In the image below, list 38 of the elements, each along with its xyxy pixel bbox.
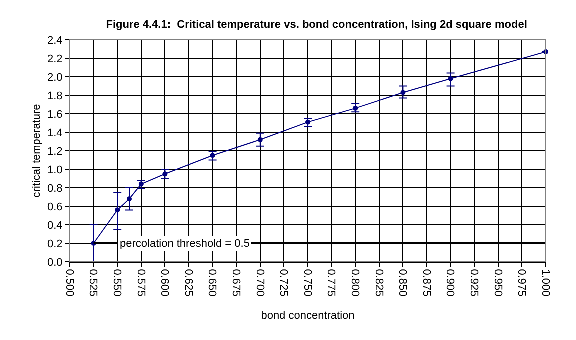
x-tick-label: 0.775 bbox=[325, 269, 338, 297]
y-tick-label: 2.4 bbox=[48, 34, 63, 47]
x-tick-label: 0.550 bbox=[111, 269, 124, 297]
x-tick-label: 0.500 bbox=[63, 269, 76, 297]
x-tick-label: 0.875 bbox=[420, 269, 432, 297]
y-tick-label: 1.2 bbox=[48, 146, 63, 158]
y-tick-label: 2.0 bbox=[48, 72, 63, 84]
x-tick-label: 0.525 bbox=[87, 269, 100, 297]
x-tick-label: 0.850 bbox=[396, 269, 409, 297]
x-tick-label: 0.800 bbox=[349, 269, 362, 297]
y-tick-label: 1.6 bbox=[48, 108, 63, 121]
annotation: percolation threshold = 0.5 bbox=[120, 238, 250, 250]
x-tick-label: 0.725 bbox=[278, 269, 290, 297]
x-tick-label: 0.975 bbox=[516, 269, 528, 297]
x-tick-label: 0.700 bbox=[254, 269, 266, 297]
y-tick-label: 1.4 bbox=[48, 127, 63, 140]
x-tick-label: 0.575 bbox=[134, 269, 147, 297]
chart-title: Figure 4.4.1: Critical temperature vs. bond concentration, Ising 2d square model bbox=[106, 19, 528, 32]
x-tick-label: 0.625 bbox=[182, 269, 194, 297]
x-tick-label: 0.900 bbox=[444, 269, 456, 297]
y-tick-label: 2.2 bbox=[48, 53, 63, 66]
y-tick-label: 1.0 bbox=[48, 164, 63, 176]
y-tick-label: 0.0 bbox=[48, 256, 63, 269]
y-tick-label: 0.8 bbox=[48, 182, 63, 195]
y-tick-label: 0.4 bbox=[48, 220, 63, 232]
x-tick-label: 0.950 bbox=[492, 269, 504, 297]
x-tick-label: 0.600 bbox=[158, 269, 171, 297]
x-tick-label: 0.675 bbox=[230, 269, 242, 297]
x-axis-title: bond concentration bbox=[261, 310, 355, 322]
x-tick-label: 0.825 bbox=[372, 269, 385, 297]
y-tick-label: 0.6 bbox=[48, 201, 63, 214]
y-axis-title: critical temperature bbox=[31, 104, 44, 198]
y-tick-label: 1.8 bbox=[48, 90, 63, 102]
x-tick-label: 0.650 bbox=[206, 269, 218, 297]
y-tick-label: 0.2 bbox=[48, 238, 63, 250]
x-tick-label: 0.925 bbox=[468, 269, 480, 297]
x-tick-label: 0.750 bbox=[301, 269, 314, 297]
x-tick-label: 1.000 bbox=[539, 269, 552, 297]
